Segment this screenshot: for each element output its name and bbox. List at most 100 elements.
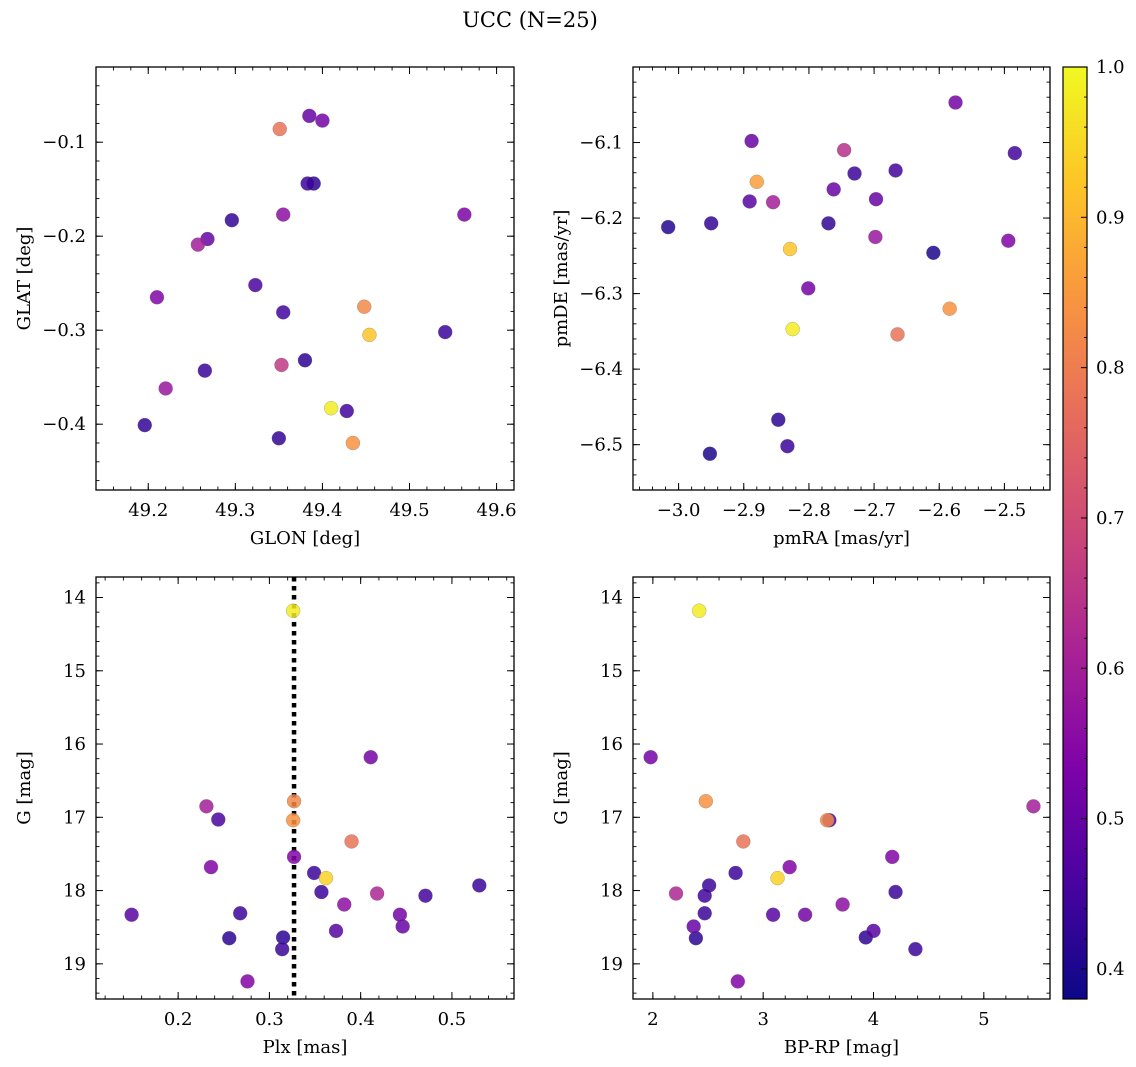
x-tick-label: −2.7 (852, 500, 896, 521)
x-tick-label: 0.4 (346, 1009, 375, 1030)
y-tick-label: −0.3 (42, 320, 86, 341)
data-point (286, 793, 302, 809)
data-point (418, 888, 433, 903)
scatter-points (124, 577, 487, 999)
colorbar-tick-label: 0.6 (1096, 658, 1125, 679)
x-tick-label: 49.3 (215, 500, 255, 521)
y-tick-label: −0.4 (42, 414, 86, 435)
data-point (686, 919, 701, 934)
y-tick-label: 18 (63, 881, 86, 902)
data-point (797, 907, 813, 922)
data-point (697, 906, 712, 921)
y-tick-label: 15 (600, 661, 623, 682)
x-tick-label: −2.9 (722, 500, 766, 521)
data-point (271, 431, 287, 446)
data-point (302, 108, 317, 124)
axes-frame (95, 576, 515, 1000)
colorbar-tick-label: 0.7 (1096, 508, 1125, 529)
x-tick-label: 49.6 (477, 500, 517, 521)
data-point (272, 121, 287, 137)
data-point (1007, 145, 1023, 161)
y-tick-label: 16 (600, 734, 623, 755)
colorbar-tick-label: 0.5 (1096, 809, 1125, 830)
y-axis-label: G [mag] (551, 751, 572, 824)
figure-title: UCC (N=25) (462, 8, 598, 32)
data-point (438, 324, 453, 340)
x-tick-label: −2.5 (983, 500, 1027, 521)
data-point (363, 750, 378, 765)
data-point (233, 906, 248, 921)
y-axis-label: pmDE [mas/yr] (551, 210, 572, 348)
data-point (314, 884, 329, 900)
data-point (702, 446, 718, 461)
data-point (137, 417, 152, 433)
data-point (297, 353, 313, 368)
y-tick-label: 18 (600, 881, 623, 902)
data-point (888, 163, 903, 178)
data-point (369, 886, 385, 901)
y-tick-label: 15 (63, 661, 86, 682)
colorbar-tick-label: 0.9 (1096, 207, 1125, 228)
x-tick-label: 2 (647, 1009, 658, 1030)
data-point (286, 849, 302, 865)
data-point (285, 603, 301, 618)
data-point (835, 897, 850, 912)
data-point (643, 750, 658, 765)
data-point (698, 793, 714, 809)
data-point (285, 813, 301, 828)
data-point (765, 195, 781, 210)
data-point (149, 290, 165, 305)
data-point (942, 301, 957, 316)
data-point (866, 923, 881, 939)
x-tick-label: 5 (978, 1009, 989, 1030)
data-point (730, 974, 746, 989)
y-tick-label: −0.1 (42, 132, 86, 153)
data-point (392, 907, 408, 922)
data-point (1001, 233, 1016, 248)
data-point (362, 327, 377, 343)
data-point (890, 327, 905, 342)
panel-glon-glat: 49.2 49.3 49.4 49.5 49.6 −0.1 −0.2 −0.3 −0.4 GLON… (14, 66, 517, 549)
x-tick-label: 0.3 (255, 1009, 284, 1030)
x-tick-label: 49.4 (302, 500, 342, 521)
data-point (203, 859, 219, 875)
data-point (948, 95, 963, 110)
data-point (199, 799, 214, 814)
data-point (339, 403, 354, 419)
data-point (240, 974, 255, 989)
data-point (345, 435, 361, 451)
data-point (780, 438, 795, 454)
y-axis-label: G [mag] (14, 751, 35, 824)
x-axis-label: GLON [deg] (250, 528, 360, 549)
colorbar: 0.4 0.5 0.6 0.7 0.8 0.9 1.0 (1062, 57, 1125, 1000)
colorbar-tick-label: 1.0 (1096, 57, 1125, 78)
data-point (1026, 799, 1041, 814)
y-tick-label: 19 (600, 954, 623, 975)
y-tick-label: −0.2 (42, 226, 86, 247)
data-point (124, 907, 139, 922)
data-point (472, 878, 487, 893)
y-tick-label: 14 (600, 588, 623, 609)
axes-frame (632, 66, 1051, 491)
data-point (819, 813, 835, 828)
x-axis-label: BP-RP [mag] (784, 1037, 899, 1058)
panel-pmra-pmde: −3.0 −2.9 −2.8 −2.7 −2.6 −2.5 −6.1 −6.2 −6.3 −6.4… (551, 66, 1051, 549)
data-point (323, 401, 339, 416)
data-point (248, 277, 263, 293)
scatter-points (660, 95, 1023, 461)
x-tick-label: 4 (868, 1009, 879, 1030)
data-point (868, 229, 883, 245)
y-tick-label: −6.5 (579, 435, 623, 456)
data-point (749, 174, 764, 190)
data-point (224, 213, 240, 228)
data-point (770, 870, 785, 886)
data-point (668, 886, 684, 901)
data-point (771, 412, 786, 427)
data-point (691, 603, 707, 618)
scatter-points (137, 108, 472, 451)
data-point (785, 321, 800, 337)
data-point (274, 357, 289, 373)
data-point (457, 207, 472, 222)
panel-bprp-g: 2 3 4 5 14 15 16 17 18 19 BP-RP [mag] G [mag] (551, 576, 1051, 1058)
